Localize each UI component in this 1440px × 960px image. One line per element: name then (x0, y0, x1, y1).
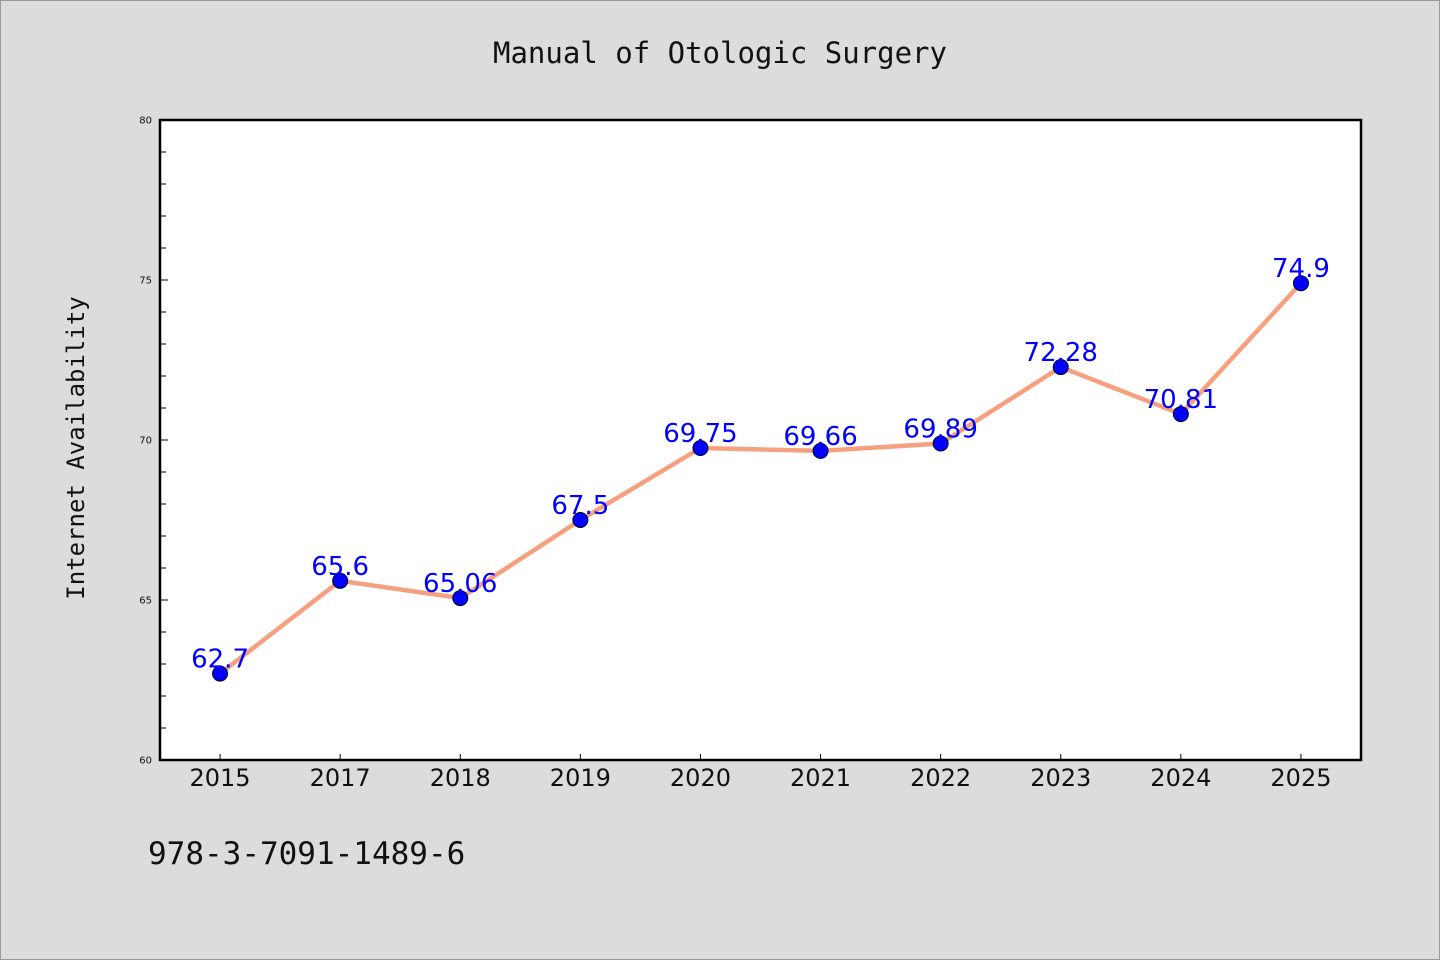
x-tick-label: 2024 (1150, 764, 1211, 792)
data-point (572, 512, 589, 528)
data-label: 69.75 (663, 419, 737, 449)
y-tick-label: 70 (139, 436, 152, 447)
data-point (932, 435, 949, 452)
data-label: 65.6 (311, 552, 369, 582)
x-tick-label: 2020 (670, 764, 731, 792)
data-label: 65.06 (423, 569, 497, 599)
data-point (1172, 406, 1189, 423)
x-tick-label: 2018 (430, 764, 491, 792)
data-label: 70.81 (1144, 385, 1218, 415)
x-tick-label: 2025 (1270, 764, 1331, 792)
y-tick-label: 80 (139, 116, 152, 127)
data-label: 67.5 (551, 491, 609, 521)
data-point (812, 442, 829, 459)
x-tick-label: 2015 (190, 764, 251, 792)
isbn-text: 978-3-7091-1489-6 (148, 836, 465, 872)
x-axis: 2015 2017 2018 2019 2020 2021 2022 2023 2024 2025 (190, 754, 1331, 792)
chart-title: Manual of Otologic Surgery (493, 36, 947, 70)
data-point (452, 590, 469, 607)
x-tick-label: 2017 (310, 764, 371, 792)
x-tick-label: 2019 (550, 764, 611, 792)
x-tick-label: 2022 (910, 764, 971, 792)
x-tick-label: 2023 (1030, 764, 1091, 792)
data-label-layer: 62.7 65.6 65.06 67.5 69.75 69.66 69.89 72.28 70.… (191, 254, 1330, 674)
y-tick-label: 75 (139, 276, 152, 287)
plot-area (160, 120, 1361, 760)
data-point (212, 665, 229, 682)
data-label: 62.7 (191, 645, 249, 675)
data-point (332, 572, 349, 589)
plot-border (158, 118, 1363, 762)
data-point (1052, 359, 1069, 376)
y-tick-label: 60 (139, 756, 152, 767)
series-line (217, 280, 1304, 676)
data-label: 72.28 (1024, 338, 1098, 368)
series-layer (212, 275, 1309, 682)
y-axis-label: Internet Availability (62, 296, 90, 599)
data-label: 69.66 (783, 422, 857, 452)
data-point (692, 440, 709, 456)
data-point (1292, 275, 1309, 292)
data-label: 69.89 (903, 415, 977, 445)
x-tick-label: 2021 (790, 764, 851, 792)
data-label: 74.9 (1272, 254, 1330, 284)
y-tick-label: 65 (139, 596, 152, 607)
